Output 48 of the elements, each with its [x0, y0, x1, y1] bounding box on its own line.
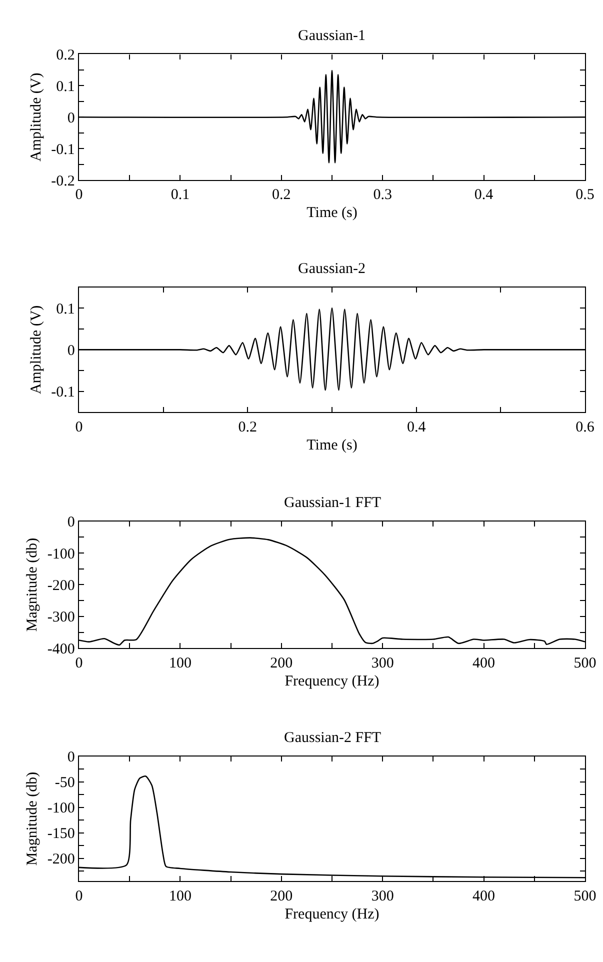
y-tick-label: 0.2: [56, 47, 75, 64]
x-tick-label: 0.2: [272, 187, 291, 204]
x-tick-label: 0.2: [238, 419, 258, 436]
y-tick-label: -200: [47, 578, 75, 594]
y-tick-label: 0: [67, 110, 75, 126]
chart-title: Gaussian-1: [298, 28, 366, 44]
x-tick-label: 100: [168, 888, 192, 904]
x-axis-title: Frequency (Hz): [284, 906, 380, 922]
x-tick-label: 500: [574, 888, 596, 904]
y-tick-label: 0.1: [56, 301, 75, 318]
y-tick-label: -150: [47, 826, 75, 842]
chart-title: Gaussian-1 FFT: [284, 495, 382, 511]
x-axis-title: Frequency (Hz): [284, 673, 380, 690]
x-tick-label: 0.6: [576, 419, 595, 436]
x-tick-label: 0.5: [576, 187, 594, 204]
x-tick-label: 0.1: [170, 187, 190, 204]
y-tick-label: -400: [47, 641, 75, 658]
y-tick-label: 0.1: [56, 78, 75, 95]
x-tick-label: 400: [472, 655, 496, 672]
y-tick-label: -50: [54, 775, 75, 792]
y-axis-title: Magnitude (db): [24, 538, 41, 632]
x-tick-label: 200: [270, 655, 293, 672]
x-tick-label: 0.3: [373, 187, 392, 204]
y-tick-label: -100: [47, 800, 75, 817]
x-tick-label: 0.4: [474, 187, 494, 204]
x-tick-label: 200: [270, 888, 293, 904]
y-tick-label: -300: [47, 610, 75, 626]
x-tick-label: 300: [371, 888, 394, 904]
y-tick-label: -200: [47, 852, 75, 868]
y-tick-label: -0.2: [51, 173, 75, 190]
y-tick-label: 0: [67, 750, 75, 766]
x-tick-label: 0.4: [406, 419, 426, 436]
y-tick-label: -0.1: [51, 384, 75, 401]
x-axis-title: Time (s): [306, 205, 358, 222]
chart-title: Gaussian-2 FFT: [284, 730, 382, 746]
y-axis-title: Amplitude (V): [28, 72, 44, 162]
y-tick-label: 0: [67, 514, 75, 531]
y-axis-title: Magnitude (db): [24, 772, 41, 866]
x-tick-label: 300: [371, 655, 394, 672]
x-tick-label: 100: [168, 655, 192, 672]
y-axis-title: Amplitude (V): [28, 305, 44, 394]
chart-title: Gaussian-2: [298, 261, 366, 277]
x-tick-label: 500: [574, 655, 596, 672]
x-tick-label: 400: [472, 888, 496, 904]
y-tick-label: 0: [67, 342, 75, 359]
x-axis-title: Time (s): [306, 437, 358, 454]
y-tick-label: -100: [47, 546, 75, 562]
y-tick-label: -0.1: [51, 142, 75, 158]
